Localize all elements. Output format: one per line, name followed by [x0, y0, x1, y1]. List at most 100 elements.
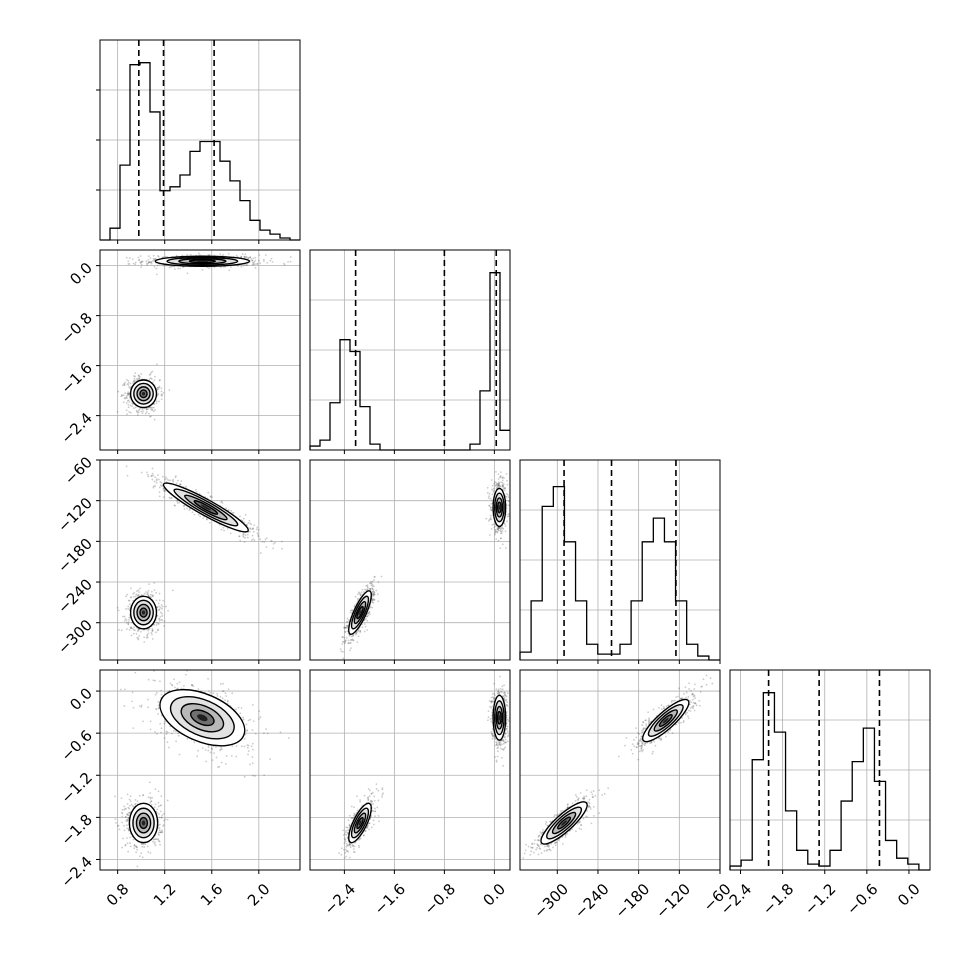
sample-point	[127, 263, 130, 265]
sample-point	[156, 808, 159, 811]
sample-point	[133, 407, 135, 409]
contour-line	[178, 258, 227, 265]
sample-point	[192, 685, 195, 688]
sample-point	[372, 590, 374, 593]
contour-line	[353, 600, 367, 625]
sample-point	[205, 760, 208, 763]
sample-point	[134, 629, 136, 632]
sample-point	[147, 475, 150, 478]
sample-point	[125, 395, 128, 397]
sample-point	[346, 625, 349, 628]
sample-point	[132, 262, 135, 265]
sample-point	[177, 734, 180, 737]
sample-point	[497, 484, 500, 487]
sample-point	[254, 266, 257, 269]
sample-point	[126, 383, 129, 385]
sample-point	[140, 410, 143, 413]
sample-point	[361, 626, 364, 629]
sample-point	[159, 843, 161, 846]
sample-point	[197, 513, 200, 516]
sample-point	[245, 723, 248, 726]
sample-point	[153, 485, 155, 488]
sample-point	[228, 269, 231, 272]
sample-point	[150, 474, 153, 477]
sample-point	[151, 478, 154, 481]
sample-point	[127, 392, 129, 395]
sample-point	[126, 394, 129, 397]
sample-point	[150, 261, 153, 264]
sample-point	[373, 591, 376, 594]
sample-point	[174, 504, 176, 507]
sample-point	[128, 619, 130, 621]
sample-point	[127, 814, 130, 817]
sample-point	[494, 485, 497, 487]
sample-point	[254, 775, 256, 777]
sample-point	[499, 529, 502, 532]
sample-point	[147, 589, 150, 592]
sample-point	[244, 256, 247, 258]
sample-point	[218, 765, 221, 768]
sample-point	[150, 475, 153, 478]
sample-point	[146, 593, 148, 596]
sample-point	[126, 397, 128, 399]
sample-point	[155, 591, 157, 594]
sample-point	[127, 381, 130, 384]
sample-point	[147, 594, 150, 597]
sample-point	[164, 489, 167, 492]
sample-point	[263, 260, 265, 263]
sample-point	[155, 691, 158, 694]
sample-point	[140, 594, 143, 597]
sample-point	[372, 597, 375, 600]
histogram-step-1	[309, 272, 510, 451]
sample-point	[162, 599, 165, 602]
sample-point	[124, 816, 127, 818]
sample-point	[146, 636, 149, 639]
sample-point	[243, 738, 246, 740]
sample-point	[164, 490, 166, 493]
sample-point	[227, 688, 230, 691]
sample-point	[153, 418, 156, 421]
sample-point	[376, 593, 379, 596]
sample-point	[151, 595, 154, 598]
panel-frame	[519, 459, 721, 661]
sample-point	[173, 504, 176, 507]
sample-point	[128, 603, 131, 606]
sample-point	[499, 528, 502, 531]
sample-point	[155, 599, 158, 602]
sample-point	[127, 379, 130, 382]
sample-point	[137, 411, 140, 413]
sample-point	[497, 528, 499, 531]
sample-point	[155, 708, 158, 711]
sample-point	[262, 258, 265, 261]
sample-point	[143, 592, 146, 595]
sample-point	[497, 482, 499, 485]
sample-point	[263, 541, 266, 544]
sample-point	[492, 487, 495, 490]
panel-content	[116, 252, 292, 421]
sample-point	[371, 594, 374, 597]
sample-point	[251, 534, 254, 537]
contour-line	[184, 494, 228, 521]
sample-point	[155, 479, 158, 482]
sample-point	[366, 584, 369, 587]
sample-point	[366, 615, 368, 618]
sample-point	[122, 401, 125, 403]
sample-point	[349, 611, 352, 614]
sample-point	[146, 698, 149, 701]
sample-point	[357, 635, 360, 638]
sample-point	[129, 411, 132, 414]
sample-point	[140, 706, 143, 708]
sample-point	[142, 720, 144, 723]
sample-point	[133, 377, 136, 380]
contour-line	[350, 595, 370, 630]
sample-point	[245, 255, 248, 258]
sample-point	[371, 599, 374, 601]
sample-point	[153, 265, 156, 268]
sample-point	[189, 253, 192, 256]
sample-point	[207, 491, 210, 494]
sample-point	[170, 496, 173, 499]
sample-point	[212, 692, 215, 695]
sample-point	[220, 501, 223, 504]
sample-point	[136, 411, 139, 414]
sample-point	[507, 493, 509, 496]
